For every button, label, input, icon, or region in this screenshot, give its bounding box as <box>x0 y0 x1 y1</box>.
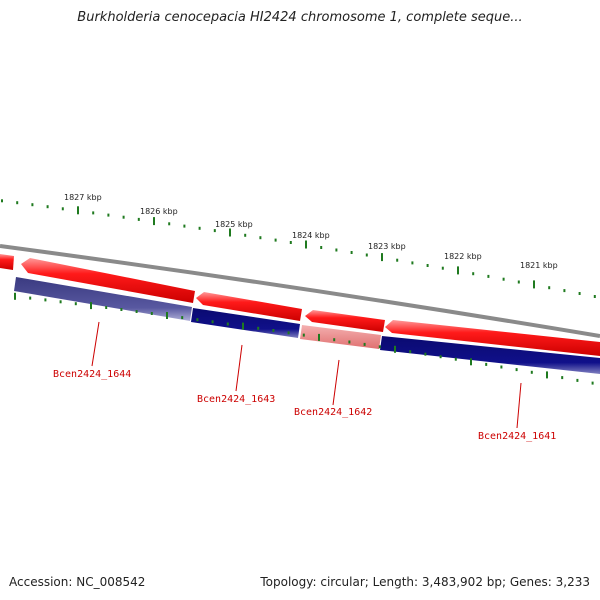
gene-label[interactable]: Bcen2424_1641 <box>478 431 556 442</box>
gene-label[interactable]: Bcen2424_1644 <box>53 369 131 380</box>
forward-strand <box>0 254 600 356</box>
scale-label: 1825 kbp <box>215 220 253 229</box>
inner-scale-ticks <box>14 292 594 385</box>
scale-label: 1822 kbp <box>444 252 482 261</box>
gene-feature-fwd-1644-left[interactable] <box>0 254 14 270</box>
gene-feature-rev-1644[interactable] <box>14 277 192 321</box>
scale-label: 1824 kbp <box>292 231 330 240</box>
gene-feature-rev-1641[interactable] <box>380 336 600 374</box>
gene-feature-fwd-1642[interactable] <box>305 310 385 332</box>
outer-scale-ticks <box>1 199 596 298</box>
scale-label: 1821 kbp <box>520 261 558 270</box>
leader-line-1641 <box>516 382 522 429</box>
gene-label[interactable]: Bcen2424_1642 <box>294 407 372 418</box>
scale-label: 1827 kbp <box>64 193 102 202</box>
map-title: Burkholderia cenocepacia HI2424 chromoso… <box>77 10 523 25</box>
leader-line-1642 <box>332 359 340 406</box>
scale-label: 1826 kbp <box>140 207 178 216</box>
accession-info: Accession: NC_008542 <box>9 575 146 589</box>
gene-label[interactable]: Bcen2424_1643 <box>197 394 275 405</box>
leader-line-1643 <box>235 344 243 392</box>
genome-stats: Topology: circular; Length: 3,483,902 bp… <box>260 575 590 589</box>
gene-feature-fwd-1643[interactable] <box>196 292 302 321</box>
gene-label-leaders <box>91 321 522 429</box>
scale-label: 1823 kbp <box>368 242 406 251</box>
gene-feature-fwd-1641[interactable] <box>385 320 600 356</box>
backbone-ring <box>0 244 600 338</box>
gene-labels: Bcen2424_1644 Bcen2424_1643 Bcen2424_164… <box>53 369 556 442</box>
gene-feature-rev-1642-selected[interactable] <box>300 325 381 349</box>
gene-feature-fwd-1644[interactable] <box>21 258 195 303</box>
scale-labels: 1827 kbp 1826 kbp 1825 kbp 1824 kbp 1823 kbp… <box>64 193 558 270</box>
leader-line-1644 <box>91 321 100 367</box>
reverse-strand <box>14 277 600 374</box>
